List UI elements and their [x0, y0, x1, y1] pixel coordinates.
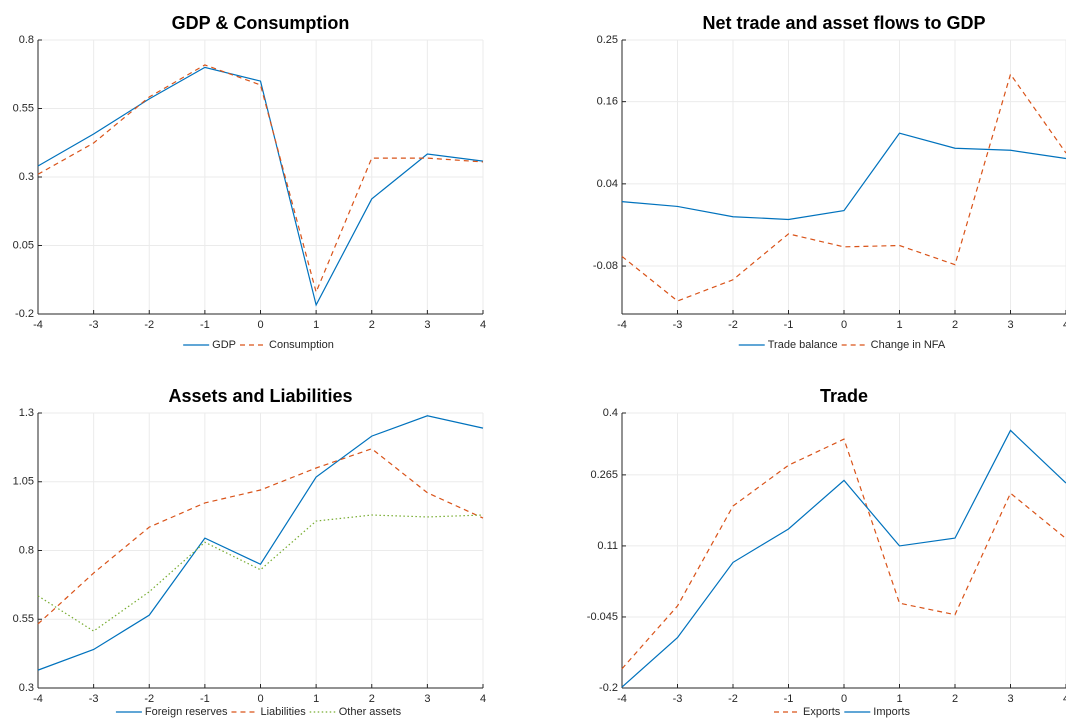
- x-tick-label: -2: [144, 693, 154, 705]
- x-tick-label: -1: [200, 319, 210, 331]
- x-tick-label: 1: [896, 693, 902, 705]
- x-tick-label: -3: [89, 693, 99, 705]
- y-tick-label: 0.16: [597, 96, 618, 108]
- data-line: [621, 429, 1066, 688]
- panel: -0.2 0.05 0.3 0.55 0.8 -4 -3 -2 -1 0 1 2 3 4 GDP & Con…: [13, 13, 486, 351]
- x-tick-label: -3: [89, 319, 99, 331]
- x-tick-label: 4: [480, 319, 486, 331]
- y-tick-label: 0.05: [13, 239, 34, 251]
- legend: Trade balance Change in NFA: [738, 339, 946, 351]
- panel: 0.3 0.55 0.8 1.05 1.3 -4 -3 -2 -1 0 1 2 3 4 Assets and…: [13, 386, 486, 718]
- legend-label: Trade balance: [768, 339, 838, 351]
- y-tick-label: 0.8: [19, 544, 34, 556]
- legend: GDP Consumption: [183, 339, 334, 351]
- x-tick-label: 4: [480, 693, 486, 705]
- y-tick-label: -0.2: [15, 308, 34, 320]
- y-tick-label: -0.2: [599, 682, 618, 694]
- x-tick-label: 1: [313, 693, 319, 705]
- data-line: [621, 132, 1066, 221]
- data-line: [621, 438, 1066, 670]
- y-tick-label: 0.265: [590, 469, 618, 481]
- x-tick-label: 1: [313, 319, 319, 331]
- y-tick-label: -0.045: [587, 611, 618, 623]
- x-tick-label: -2: [728, 319, 738, 331]
- legend-label: Imports: [873, 706, 910, 718]
- y-tick-label: 0.55: [13, 613, 34, 625]
- x-tick-label: -1: [784, 319, 794, 331]
- x-tick-label: -2: [144, 319, 154, 331]
- legend: Exports Imports: [774, 706, 910, 718]
- x-tick-label: 2: [952, 693, 958, 705]
- y-tick-label: 0.3: [19, 682, 34, 694]
- data-line: [37, 415, 484, 671]
- x-tick-label: -3: [673, 319, 683, 331]
- data-line: [37, 514, 484, 632]
- chart-title: Net trade and asset flows to GDP: [702, 13, 985, 33]
- y-tick-label: -0.08: [593, 260, 618, 272]
- y-tick-label: 0.25: [597, 34, 618, 46]
- x-tick-label: -4: [33, 319, 43, 331]
- panel: -0.2 -0.045 0.11 0.265 0.4 -4 -3 -2 -1 0 1 2 3 4 Trade…: [587, 386, 1066, 718]
- x-tick-label: 2: [952, 319, 958, 331]
- y-tick-label: 0.3: [19, 171, 34, 183]
- data-line: [37, 66, 484, 307]
- x-tick-label: 0: [841, 693, 847, 705]
- x-tick-label: -1: [784, 693, 794, 705]
- x-tick-label: -4: [33, 693, 43, 705]
- y-tick-label: 1.3: [19, 407, 34, 419]
- legend-label: Liabilities: [260, 706, 306, 718]
- legend-label: Consumption: [269, 339, 334, 351]
- legend-label: Change in NFA: [871, 339, 946, 351]
- chart-title: Trade: [820, 386, 868, 406]
- chart-title: Assets and Liabilities: [168, 386, 352, 406]
- x-tick-label: -1: [200, 693, 210, 705]
- legend-label: GDP: [212, 339, 236, 351]
- y-tick-label: 0.55: [13, 102, 34, 114]
- x-tick-label: 0: [257, 693, 263, 705]
- x-tick-label: -2: [728, 693, 738, 705]
- x-tick-label: 4: [1063, 319, 1066, 331]
- y-tick-label: 1.05: [13, 476, 34, 488]
- x-tick-label: -4: [617, 319, 627, 331]
- x-tick-label: -3: [673, 693, 683, 705]
- legend-label: Exports: [803, 706, 841, 718]
- y-tick-label: 0.04: [597, 178, 618, 190]
- legend: Foreign reserves Liabilities Other assets: [115, 706, 402, 718]
- x-tick-label: 3: [1007, 319, 1013, 331]
- x-tick-label: 4: [1063, 693, 1066, 705]
- x-tick-label: 2: [369, 693, 375, 705]
- x-tick-label: 3: [1007, 693, 1013, 705]
- x-tick-label: -4: [617, 693, 627, 705]
- y-tick-label: 0.11: [597, 540, 618, 552]
- panel: -0.08 0.04 0.16 0.25 -4 -3 -2 -1 0 1 2 3 4 Net trade …: [593, 13, 1066, 351]
- x-tick-label: 3: [424, 693, 430, 705]
- legend-label: Other assets: [339, 706, 402, 718]
- y-tick-label: 0.8: [19, 34, 34, 46]
- x-tick-label: 0: [841, 319, 847, 331]
- y-tick-label: 0.4: [603, 407, 618, 419]
- legend-label: Foreign reserves: [145, 706, 228, 718]
- x-tick-label: 2: [369, 319, 375, 331]
- x-tick-label: 3: [424, 319, 430, 331]
- x-tick-label: 1: [896, 319, 902, 331]
- data-line: [621, 72, 1066, 302]
- data-line: [37, 448, 484, 625]
- chart-title: GDP & Consumption: [172, 13, 350, 33]
- x-tick-label: 0: [257, 319, 263, 331]
